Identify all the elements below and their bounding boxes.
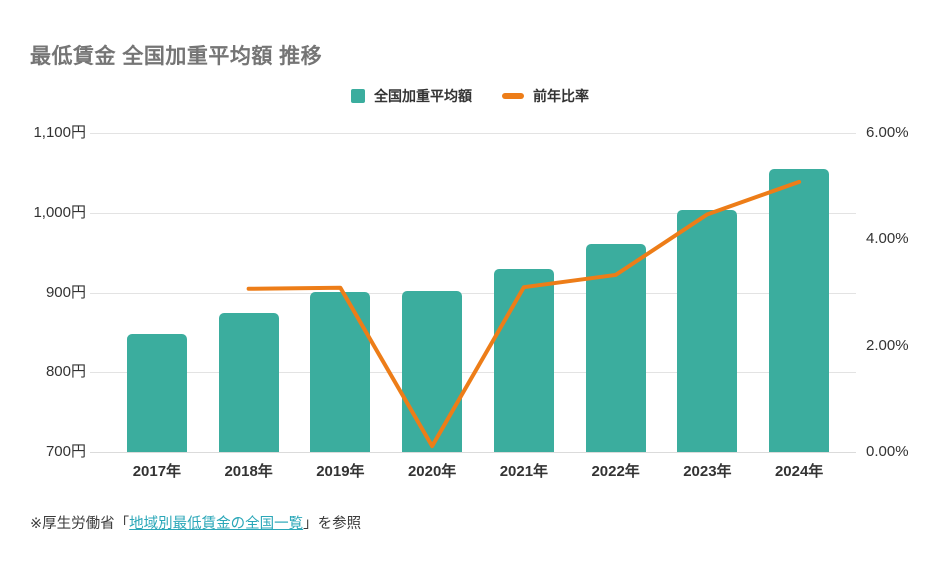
y-axis-right-label: 2.00%: [866, 336, 909, 354]
x-axis-label-2021年: 2021年: [499, 463, 549, 480]
y-axis-left-label: 1,000円: [33, 203, 86, 221]
bar-2017年: [126, 333, 187, 452]
chart-title: 最低賃金 全国加重平均額 推移: [30, 45, 323, 68]
line-series-label: 前年比率: [533, 88, 589, 104]
y-axis-left-label: 800円: [45, 363, 86, 381]
bar-series-swatch-icon: [351, 89, 365, 103]
y-axis-left-label: 700円: [45, 443, 86, 460]
x-axis-label-2018年: 2018年: [224, 463, 273, 480]
x-axis-label-2020年: 2020年: [407, 463, 457, 480]
bar-2021年: [493, 268, 554, 452]
bar-2018年: [218, 313, 279, 452]
source-link[interactable]: 地域別最低賃金の全国一覧: [129, 516, 304, 532]
x-axis-label-2019年: 2019年: [316, 463, 365, 480]
gridline-1000: [90, 212, 856, 214]
bar-2023年: [677, 209, 738, 452]
legend-item-bar-series[interactable]: 全国加重平均額: [351, 86, 472, 106]
x-axis-label-2017年: 2017年: [132, 463, 182, 480]
x-axis-label-2024年: 2024年: [774, 463, 824, 480]
x-axis-label-2022年: 2022年: [591, 463, 640, 480]
legend: 全国加重平均額 前年比率: [0, 86, 940, 106]
source-note-prefix: ※厚生労働省「: [30, 516, 130, 532]
y-axis-left-label: 900円: [45, 283, 86, 301]
x-axis-line: [90, 452, 856, 453]
line-series-swatch-icon: [502, 93, 524, 99]
bar-2024年: [769, 168, 830, 452]
y-axis-left-label: 1,100円: [33, 124, 86, 141]
bar-2020年: [402, 290, 463, 452]
legend-item-line-series[interactable]: 前年比率: [502, 86, 589, 106]
y-axis-right-label: 4.00%: [866, 230, 909, 248]
bar-series-label: 全国加重平均額: [374, 88, 472, 104]
gridline-1100: [90, 133, 856, 134]
gridline-900: [90, 292, 856, 294]
y-axis-right-label: 0.00%: [866, 443, 909, 460]
source-note: ※厚生労働省「地域別最低賃金の全国一覧」を参照: [30, 512, 361, 533]
yoy-rate-line: [246, 179, 802, 449]
x-axis-label-2023年: 2023年: [683, 463, 732, 480]
source-note-suffix: 」を参照: [303, 516, 362, 532]
y-axis-right-label: 6.00%: [866, 124, 909, 141]
